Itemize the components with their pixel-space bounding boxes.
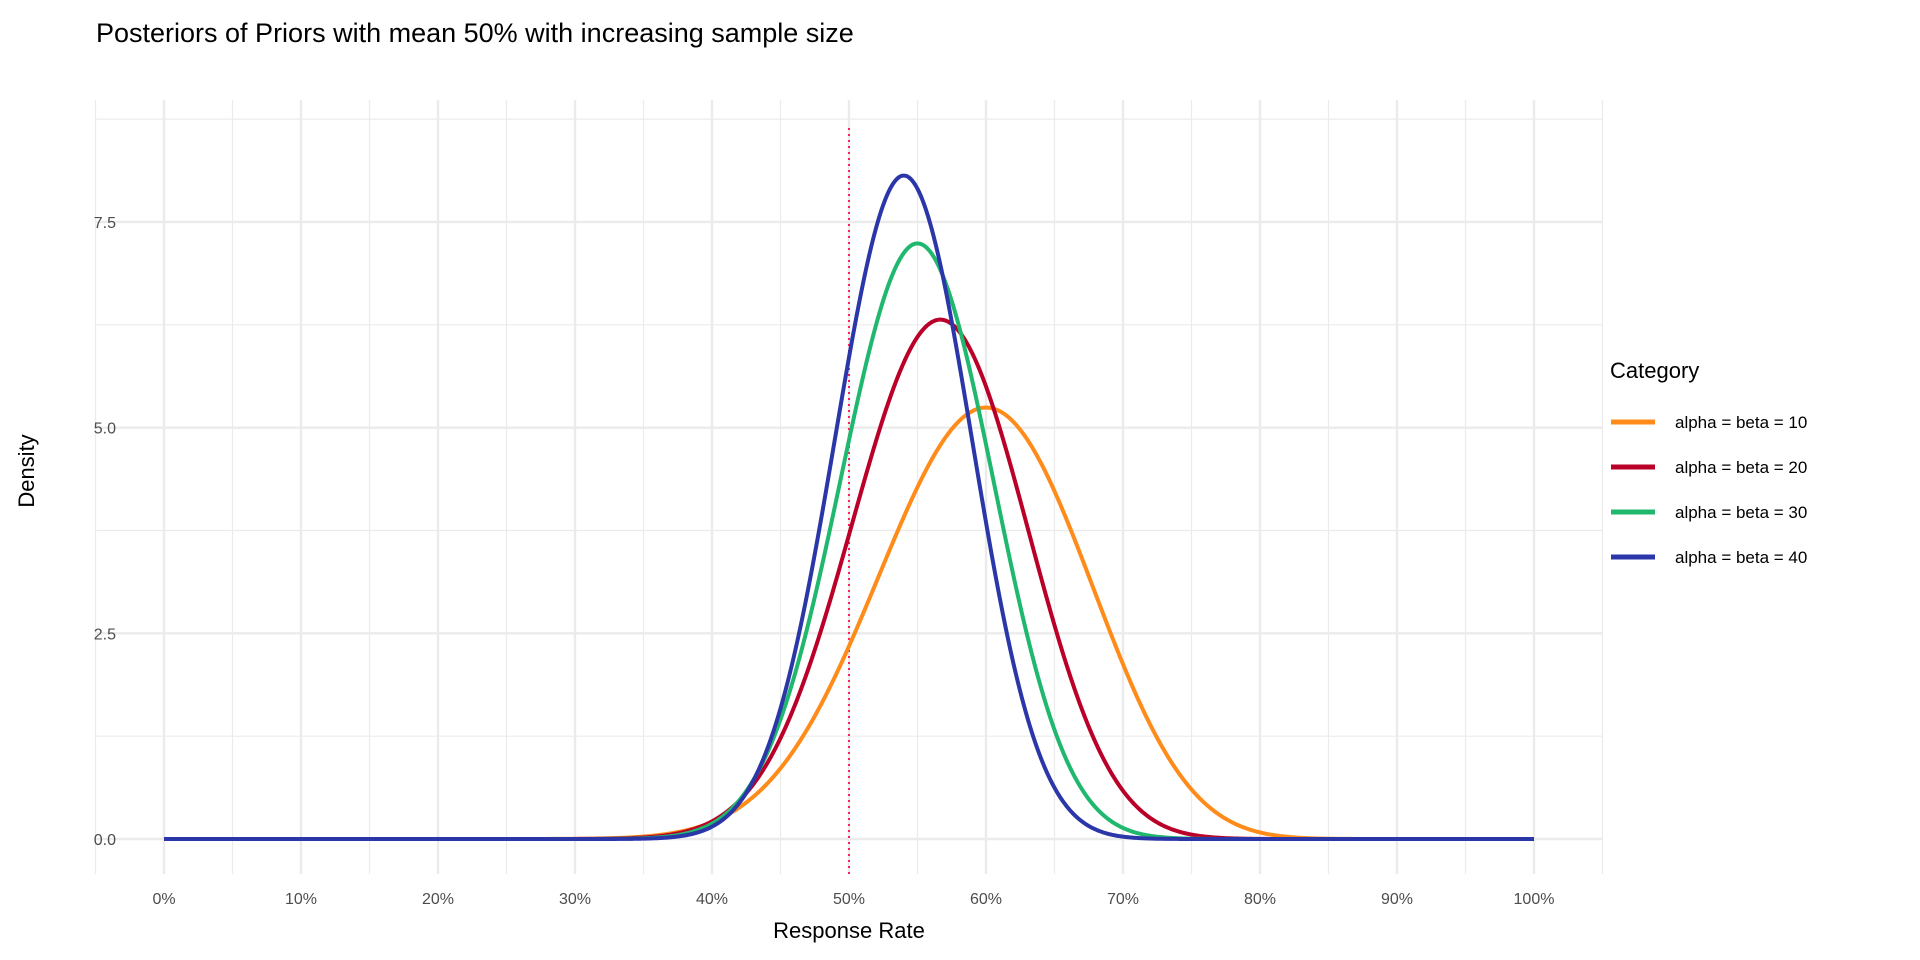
y-tick-label: 7.5 [94, 215, 116, 232]
legend-label: alpha = beta = 20 [1675, 458, 1807, 477]
series-line-4 [163, 173, 1535, 841]
legend-label: alpha = beta = 10 [1675, 413, 1807, 432]
x-tick-label: 0% [152, 891, 175, 908]
legend-title: Category [1610, 358, 1699, 383]
y-tick-label: 0.0 [94, 832, 116, 849]
x-tick-label: 10% [285, 891, 317, 908]
x-tick-label: 60% [970, 891, 1002, 908]
y-tick-label: 5.0 [94, 421, 116, 438]
x-axis-title: Response Rate [773, 918, 925, 943]
legend-label: alpha = beta = 30 [1675, 503, 1807, 522]
x-tick-label: 30% [559, 891, 591, 908]
grid [94, 100, 1604, 874]
legend-label: alpha = beta = 40 [1675, 548, 1807, 567]
chart-title: Posteriors of Priors with mean 50% with … [96, 18, 854, 48]
y-axis-title: Density [14, 434, 39, 507]
series-lines [163, 128, 1535, 874]
x-tick-label: 80% [1244, 891, 1276, 908]
x-tick-label: 100% [1514, 891, 1555, 908]
x-tick-labels: 0% 10% 20% 30% 40% 50% 60% 70% 80% 90% 100% [152, 891, 1554, 908]
y-tick-label: 2.5 [94, 626, 116, 643]
x-tick-label: 20% [422, 891, 454, 908]
legend: Category alpha = beta = 10 alpha = beta =… [1610, 358, 1807, 567]
y-tick-labels: 0.0 2.5 5.0 7.5 [94, 215, 116, 849]
x-tick-label: 70% [1107, 891, 1139, 908]
x-tick-label: 40% [696, 891, 728, 908]
x-tick-label: 90% [1381, 891, 1413, 908]
x-tick-label: 50% [833, 891, 865, 908]
